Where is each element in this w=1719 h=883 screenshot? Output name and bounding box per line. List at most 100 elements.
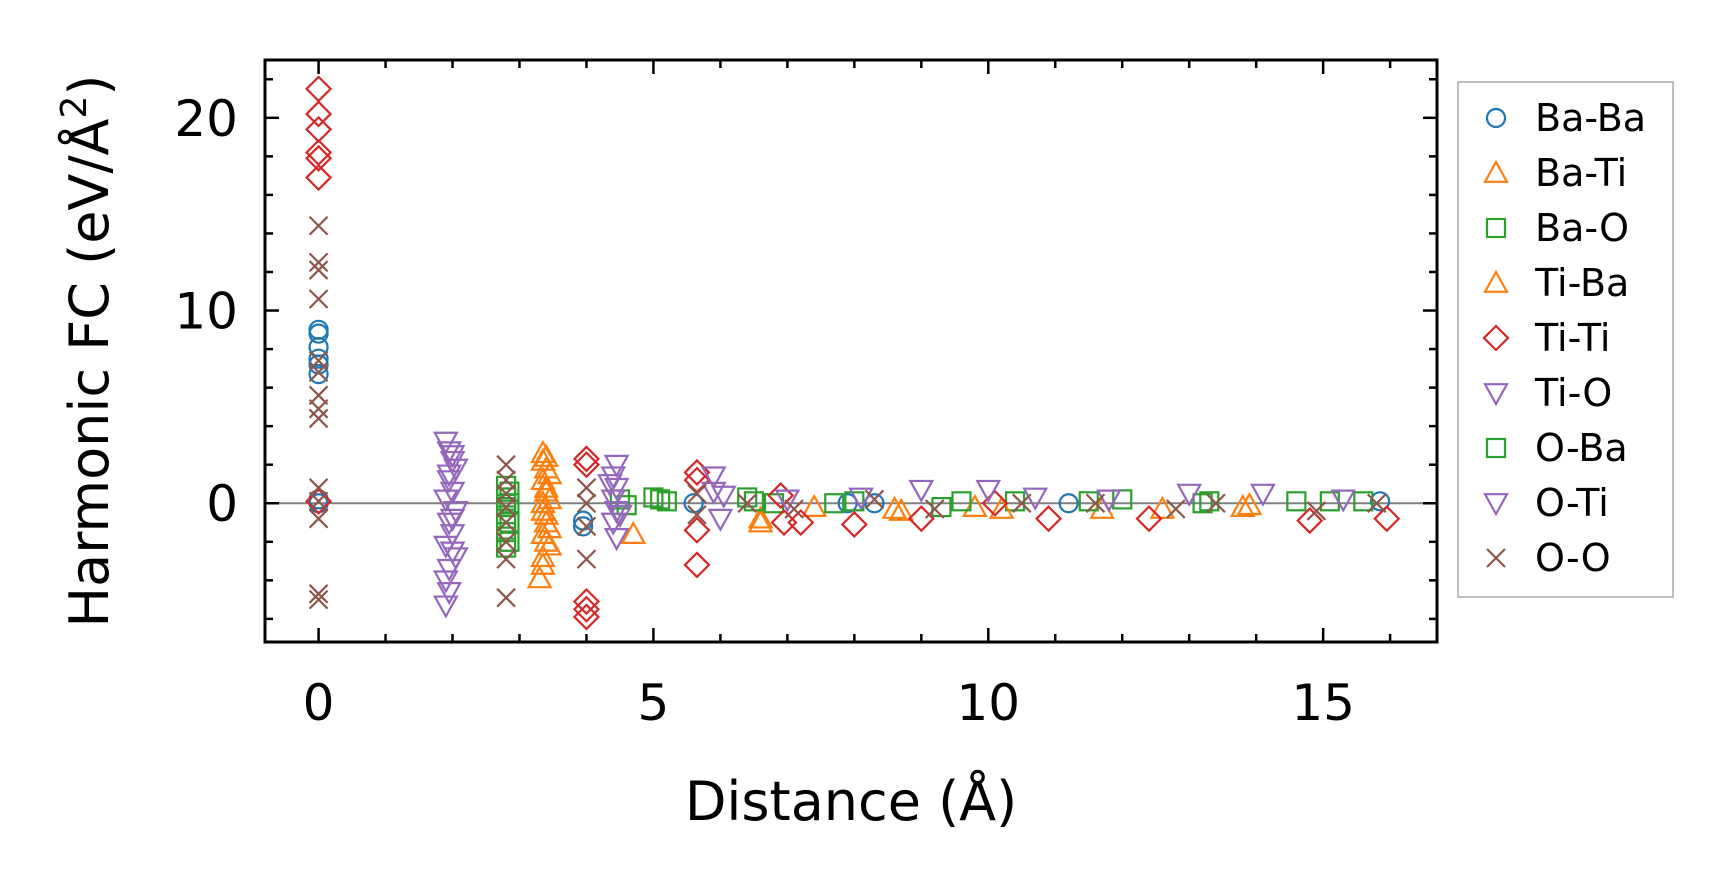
y-axis-label: Harmonic FC (eV/Å2) xyxy=(54,75,121,628)
point-ba-ti xyxy=(1229,493,1256,517)
point-ti-ti xyxy=(683,516,711,544)
point-ba-o xyxy=(1192,493,1213,514)
y-tick-label: 20 xyxy=(174,90,238,148)
legend-label-ti-ba: Ti-Ba xyxy=(1534,261,1629,305)
point-ti-o xyxy=(707,508,734,532)
point-o-o xyxy=(576,549,597,569)
point-ti-o xyxy=(700,481,727,505)
point-o-o xyxy=(496,497,516,517)
point-o-ba xyxy=(499,493,520,514)
point-o-o xyxy=(1085,493,1106,514)
point-o-o xyxy=(496,532,516,552)
legend-marker-ti-ti xyxy=(1482,324,1510,352)
point-ba-ba xyxy=(308,364,329,385)
point-o-ba xyxy=(1319,491,1340,512)
point-ba-ti xyxy=(881,495,908,519)
legend-label-ti-ti: Ti-Ti xyxy=(1534,316,1610,360)
point-ti-o xyxy=(432,570,459,594)
point-ti-ti xyxy=(572,451,601,479)
point-ba-o xyxy=(1286,491,1307,512)
legend-label-o-ti: O-Ti xyxy=(1535,481,1609,525)
point-o-o xyxy=(308,252,329,273)
point-ti-ba xyxy=(1236,491,1263,516)
point-o-o xyxy=(308,289,329,309)
legend-label-ti-o: Ti-O xyxy=(1534,371,1612,415)
point-o-o xyxy=(924,499,945,519)
point-ba-o xyxy=(495,496,517,518)
legend-marker-ba-ba xyxy=(1485,107,1507,129)
data-points xyxy=(305,75,1401,631)
y-axis-label-close: ) xyxy=(58,75,121,96)
point-o-ti xyxy=(439,445,466,469)
legend-label-o-ba: O-Ba xyxy=(1535,426,1628,470)
legend-marker-o-ti xyxy=(1483,493,1509,517)
point-ti-ti xyxy=(787,508,815,537)
point-o-ti xyxy=(436,464,463,488)
point-ti-ba xyxy=(888,497,915,521)
point-ti-ti xyxy=(1035,505,1063,533)
point-o-ba xyxy=(499,531,520,552)
point-ti-o xyxy=(436,470,463,494)
point-ti-o xyxy=(1250,483,1276,507)
x-tick-label: 5 xyxy=(638,674,670,732)
point-ba-ti xyxy=(530,543,556,568)
point-o-o xyxy=(308,362,329,382)
point-ti-o xyxy=(432,595,459,619)
point-ba-ba xyxy=(837,493,858,514)
x-tick-label: 0 xyxy=(303,674,335,732)
point-ti-o xyxy=(1176,483,1203,507)
point-ti-ti xyxy=(305,75,333,103)
point-o-ba xyxy=(499,512,520,533)
point-ba-ba xyxy=(308,348,329,369)
point-ba-ti xyxy=(526,565,553,589)
point-ti-ti xyxy=(683,551,711,579)
point-o-o xyxy=(1012,493,1032,514)
legend-label-ba-o: Ba-O xyxy=(1535,206,1629,250)
point-o-ti xyxy=(439,508,466,532)
point-ti-o xyxy=(603,528,630,552)
point-ba-o xyxy=(495,508,517,529)
axes-frame xyxy=(263,58,1439,644)
point-ti-ti xyxy=(840,510,868,538)
point-ti-ti xyxy=(1296,507,1324,535)
point-ti-o xyxy=(436,581,463,606)
legend-marker-ti-ba xyxy=(1483,269,1509,293)
point-ba-ti xyxy=(530,551,556,575)
point-o-o xyxy=(576,516,597,537)
point-o-o xyxy=(496,549,516,569)
point-ba-ba xyxy=(308,319,329,340)
point-ti-ba xyxy=(533,443,560,467)
point-ba-ba xyxy=(1369,491,1391,512)
y-tick-label: 0 xyxy=(206,475,238,533)
point-ti-ba xyxy=(801,493,828,517)
legend-marker-o-o xyxy=(1486,548,1506,568)
point-ba-ba xyxy=(864,493,885,514)
legend-marker-ba-ti xyxy=(1483,159,1509,183)
point-o-o xyxy=(308,508,329,529)
point-ba-o xyxy=(643,487,664,508)
legend-marker-ba-o xyxy=(1485,217,1507,239)
point-ba-ba xyxy=(573,516,594,537)
point-ti-ti xyxy=(572,595,601,623)
point-o-o xyxy=(784,499,804,519)
point-o-ti xyxy=(1095,489,1122,513)
point-o-ti xyxy=(1330,489,1357,513)
point-ba-ti xyxy=(620,520,647,544)
point-o-o xyxy=(496,454,516,475)
point-o-o xyxy=(737,493,757,514)
point-o-o xyxy=(576,478,597,498)
point-o-ba xyxy=(824,493,845,514)
point-o-o xyxy=(308,491,329,512)
x-tick-label: 15 xyxy=(1291,674,1355,732)
point-o-o xyxy=(308,215,329,236)
point-ti-o xyxy=(908,479,935,504)
point-o-o xyxy=(496,512,516,533)
point-o-ti xyxy=(439,541,466,565)
point-ti-ti xyxy=(305,115,333,143)
y-axis-label-main: Harmonic FC (eV/Å xyxy=(57,118,121,627)
point-ba-o xyxy=(844,491,865,512)
point-ba-o xyxy=(737,487,758,508)
point-o-ti xyxy=(848,487,874,511)
point-ti-o xyxy=(603,454,630,478)
